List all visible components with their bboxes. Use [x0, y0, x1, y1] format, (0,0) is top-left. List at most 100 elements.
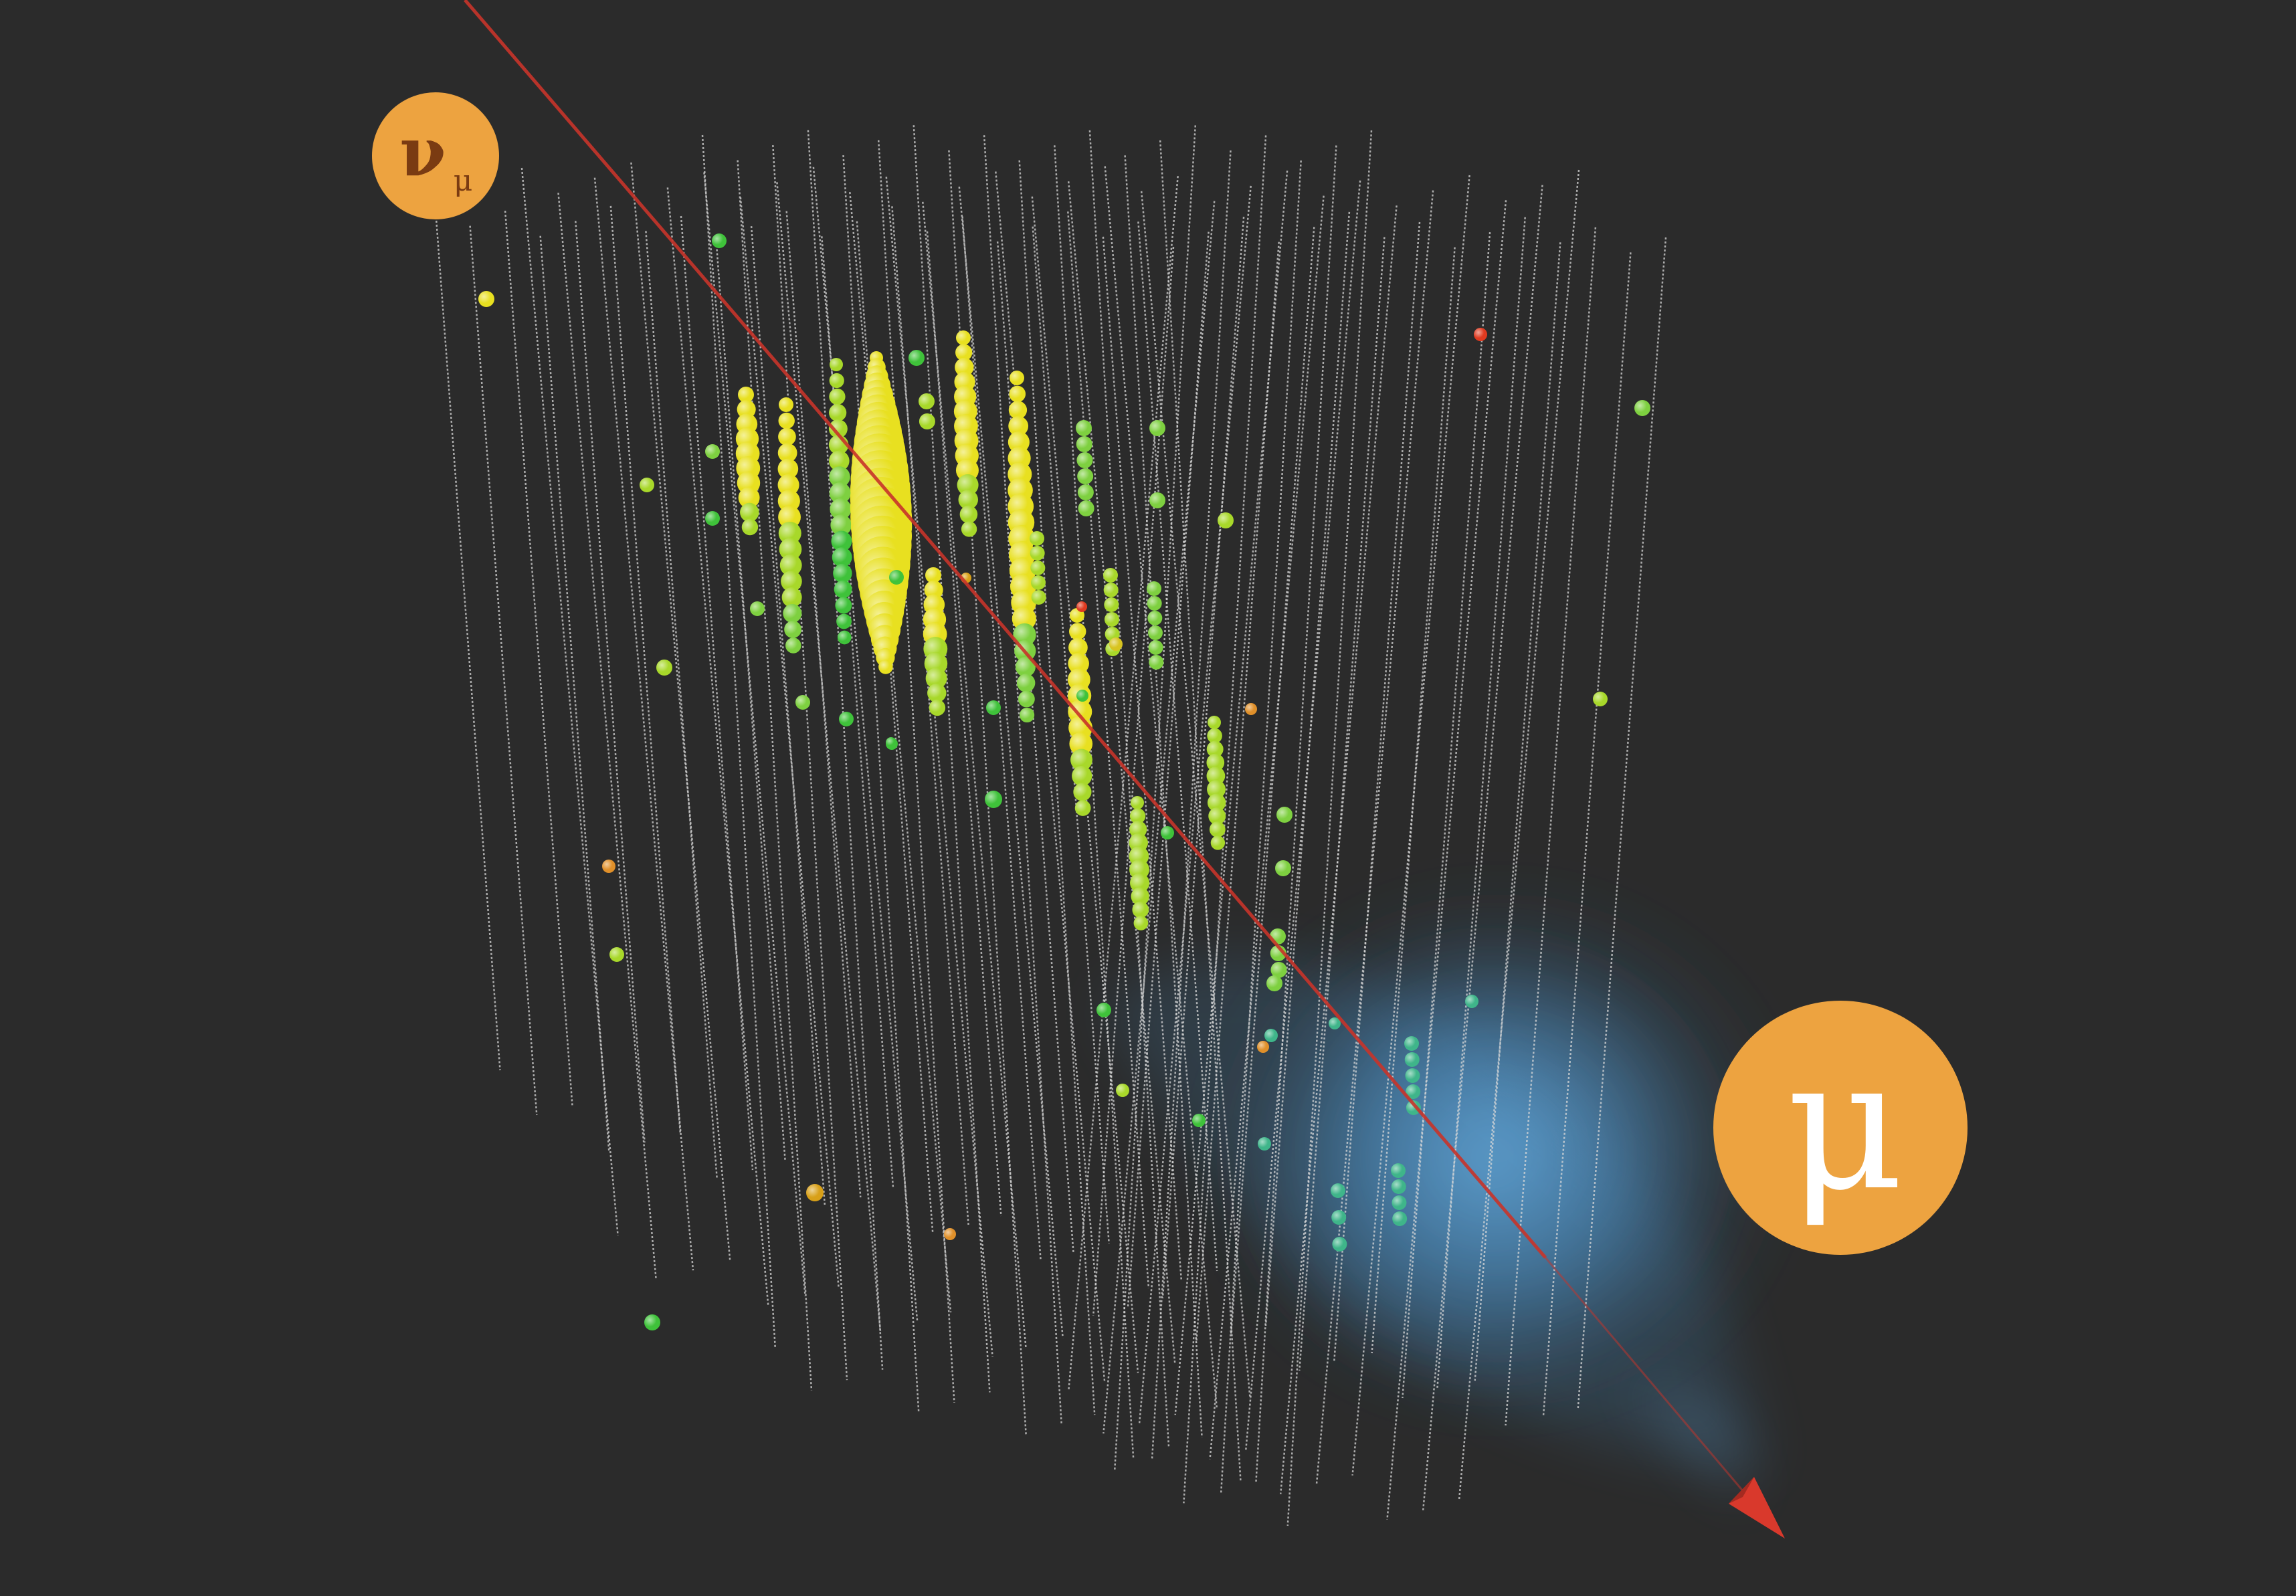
- photon-hit: [1096, 1003, 1111, 1017]
- photon-hit: [1074, 800, 1091, 816]
- photon-hit: [1130, 873, 1150, 893]
- detector-string: [1577, 237, 1667, 1409]
- photon-hit: [1206, 767, 1226, 785]
- photon-hit: [1132, 901, 1149, 918]
- photon-hit: [1103, 583, 1119, 597]
- detector-string: [913, 125, 991, 1393]
- photon-hit: [1593, 692, 1608, 706]
- detector-string: [1299, 237, 1385, 1371]
- photon-hit: [830, 498, 852, 520]
- photon-hit: [958, 490, 979, 510]
- photon-hit: [929, 699, 946, 716]
- detector-string: [1230, 227, 1315, 1335]
- detector-string: [1113, 125, 1197, 1471]
- photon-hit: [1208, 716, 1221, 729]
- photon-hit: [1404, 1052, 1420, 1067]
- photon-hit: [779, 538, 802, 561]
- photon-hit: [961, 521, 977, 537]
- detector-string: [739, 197, 840, 1287]
- photon-hit: [908, 350, 925, 366]
- detector-string: [701, 134, 776, 1348]
- detector-string: [1279, 205, 1398, 1494]
- muon-badge-icon: [1713, 1001, 1968, 1255]
- photon-hit: [1010, 371, 1024, 385]
- photon-hit: [1077, 484, 1094, 500]
- photon-hit: [1405, 1068, 1420, 1083]
- detector-string: [1151, 150, 1232, 1460]
- photon-hit: [1131, 887, 1149, 906]
- detector-string: [703, 172, 806, 1296]
- detector-string: [1103, 201, 1216, 1434]
- detector-string: [1138, 185, 1252, 1425]
- photon-hit: [777, 474, 799, 496]
- detector-string: [630, 162, 731, 1262]
- photon-hit: [919, 393, 935, 409]
- photon-hit: [1270, 962, 1287, 978]
- detector-string: [1067, 211, 1150, 1289]
- detector-string: [772, 145, 848, 1381]
- photon-hit: [778, 427, 796, 446]
- photon-hit: [705, 511, 720, 526]
- photon-hit: [837, 630, 852, 645]
- photon-hit: [1013, 623, 1036, 647]
- photon-hit: [927, 683, 947, 703]
- photon-hit: [1257, 1041, 1269, 1053]
- detector-string: [737, 160, 813, 1391]
- photon-hit: [1465, 995, 1478, 1008]
- photon-hit: [1016, 674, 1036, 692]
- detector-string: [961, 216, 1042, 1262]
- photon-hit: [1068, 623, 1086, 640]
- photon-hit: [1078, 500, 1094, 516]
- photon-hit: [829, 482, 851, 504]
- photon-hit: [924, 580, 943, 600]
- photon-hit: [919, 413, 935, 429]
- detector-string: [1161, 217, 1245, 1299]
- detector-string: [1386, 200, 1507, 1520]
- detector-string: [1018, 160, 1096, 1415]
- photon-hit: [1030, 531, 1044, 546]
- photon-hit: [1149, 420, 1165, 436]
- detector-string: [750, 226, 826, 1207]
- detector-string: [842, 155, 920, 1413]
- detector-string: [469, 225, 538, 1116]
- photon-hit: [738, 387, 754, 403]
- photon-hit: [1030, 575, 1046, 590]
- photon-hit: [1103, 568, 1118, 583]
- photon-hit: [737, 399, 756, 419]
- photon-hit: [1116, 1084, 1129, 1097]
- photon-hit: [1104, 612, 1119, 627]
- detector-string: [680, 215, 754, 1171]
- muon-track: [464, 0, 1785, 1538]
- detector-string: [1054, 145, 1135, 1458]
- photon-hit: [1008, 401, 1028, 419]
- photon-hit: [1331, 1183, 1345, 1198]
- photon-hit: [1073, 783, 1092, 801]
- photon-hit: [1208, 807, 1226, 825]
- photon-hit: [832, 547, 852, 567]
- photon-hit: [1245, 703, 1257, 715]
- photon-hit: [1031, 590, 1046, 605]
- detector-string: [1195, 241, 1280, 1344]
- detector-string: [1505, 227, 1597, 1426]
- photon-hit: [1147, 581, 1161, 596]
- photon-hit: [829, 373, 844, 389]
- photon-hit: [959, 505, 978, 524]
- photon-hit: [778, 506, 801, 528]
- photon-hit: [1030, 546, 1045, 561]
- neutrino-badge-icon: [372, 92, 499, 219]
- photon-hit: [925, 567, 941, 583]
- photon-hit: [784, 621, 802, 638]
- detector-string: [1255, 145, 1337, 1483]
- photon-hit: [830, 514, 852, 536]
- photon-hit: [836, 613, 852, 629]
- detector-string: [666, 187, 769, 1306]
- photon-hit: [1020, 707, 1035, 723]
- photon-hit: [1030, 561, 1046, 575]
- detector-string: [1032, 226, 1110, 1244]
- photon-hit: [831, 530, 852, 552]
- photon-hit: [777, 490, 800, 512]
- photon-hit: [1147, 611, 1163, 625]
- photon-hit: [738, 487, 760, 508]
- photon-hit: [1018, 690, 1035, 708]
